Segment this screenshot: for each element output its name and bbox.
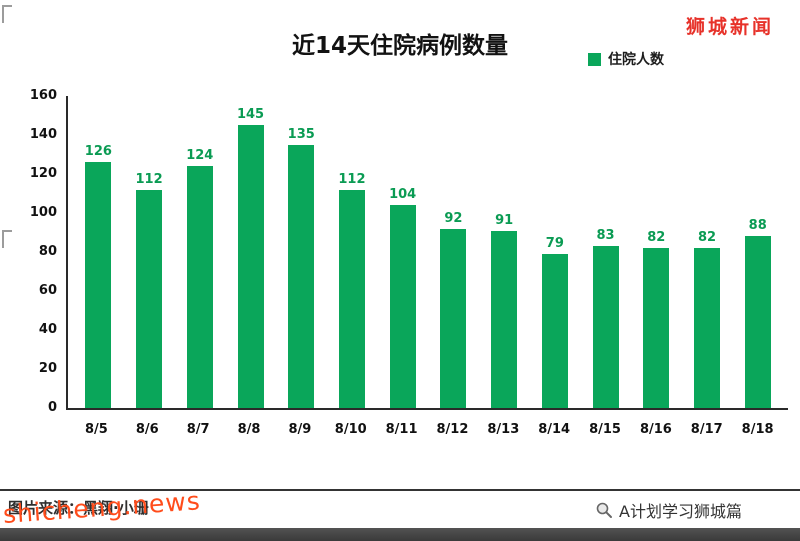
bar: [136, 189, 163, 408]
watermark: shicheng.news: [2, 486, 202, 529]
image-credit: 图片来源：黑翔·小珊: [8, 499, 149, 517]
bar-slot: 124: [174, 96, 225, 408]
bar: [85, 162, 112, 408]
site-brand: 狮城新闻: [685, 16, 774, 38]
bar: [389, 205, 416, 408]
bar-slot: 79: [529, 96, 580, 408]
bar-slot: 126: [73, 96, 124, 408]
bar: [592, 246, 619, 408]
y-tick-label: 20: [38, 361, 57, 376]
bar-slot: 92: [428, 96, 479, 408]
x-axis-label: 8/15: [589, 422, 621, 437]
x-axis-label: 8/18: [741, 422, 774, 437]
bar-slot: 82: [631, 96, 682, 408]
bar-slot: 83: [580, 96, 631, 408]
x-axis-label: 8/9: [288, 422, 312, 437]
y-tick-label: 40: [38, 322, 57, 337]
bar: [440, 228, 467, 408]
bar-value-label: 83: [596, 228, 615, 244]
x-axis-label: 8/13: [487, 422, 520, 437]
bar-slot: 145: [225, 96, 276, 408]
bar-value-label: 126: [84, 144, 112, 160]
bar-value-label: 145: [236, 107, 265, 123]
bar-slot: 135: [276, 96, 327, 408]
footer-divider: [0, 489, 800, 491]
bar: [186, 166, 213, 408]
bar-value-label: 92: [444, 210, 463, 226]
bar: [288, 144, 315, 408]
x-axis-label: 8/10: [334, 422, 367, 437]
x-axis-label: 8/5: [85, 422, 108, 437]
bar-slot: 104: [377, 96, 428, 408]
y-axis: 0 20 40 60 80 100 120 140 160: [29, 88, 66, 415]
x-axis-label: 8/11: [385, 422, 418, 437]
plot-column: 126 112 124 145 135 112 104 92 91 79 83 82 82 88 8/5 8…: [66, 96, 788, 437]
bar: [338, 189, 365, 408]
bottom-strip: [0, 528, 800, 541]
bar-value-label: 104: [389, 187, 417, 203]
x-axis-label: 8/6: [135, 422, 159, 437]
bar-value-label: 135: [287, 126, 315, 142]
bar: [744, 236, 771, 408]
bar-slot: 82: [682, 96, 733, 408]
bar-value-label: 79: [545, 235, 564, 251]
bar-value-label: 88: [748, 218, 767, 234]
bar: [541, 253, 568, 408]
x-axis-label: 8/8: [237, 422, 261, 437]
x-axis-label: 8/17: [690, 422, 723, 437]
y-tick-label: 140: [29, 127, 57, 142]
x-axis-label: 8/7: [186, 422, 210, 437]
y-tick-label: 100: [29, 205, 57, 220]
bar: [693, 248, 720, 408]
bar-slot: 112: [327, 96, 378, 408]
bar-value-label: 112: [135, 171, 163, 187]
y-tick-label: 120: [29, 166, 57, 181]
bar: [237, 125, 264, 408]
legend-label: 住院人数: [608, 52, 664, 68]
footer-brand-label: A计划学习狮城篇: [619, 502, 742, 521]
bar-value-label: 124: [186, 148, 214, 164]
chart-legend: 住院人数: [588, 49, 664, 69]
edge-artifact: [2, 230, 12, 248]
bar-slot: 88: [732, 96, 783, 408]
bar-slot: 112: [124, 96, 175, 408]
hospitalization-bar-chart: 0 20 40 60 80 100 120 140 160 126 112 124 145 135 112…: [29, 88, 788, 437]
bar: [491, 230, 518, 408]
bar-value-label: 82: [647, 230, 666, 246]
x-axis-labels: 8/5 8/6 8/7 8/8 8/9 8/10 8/11 8/12 8/13 8/14 8/15 8…: [66, 422, 788, 437]
bar-value-label: 91: [495, 212, 514, 228]
bar-value-label: 112: [338, 171, 366, 187]
magnifier-icon: [596, 502, 613, 518]
bar-slot: 91: [479, 96, 530, 408]
x-axis-label: 8/12: [436, 422, 469, 437]
y-tick-label: 80: [38, 244, 57, 259]
y-tick-label: 60: [38, 283, 57, 298]
y-tick-label: 160: [29, 88, 57, 103]
x-axis-label: 8/16: [639, 422, 672, 437]
footer-brand: A计划学习狮城篇: [595, 498, 742, 522]
y-tick-label: 0: [47, 400, 57, 415]
bar-value-label: 82: [697, 230, 717, 246]
x-axis-label: 8/14: [538, 422, 571, 437]
legend-swatch: [588, 52, 601, 66]
chart-title: 近14天住院病例数量: [291, 33, 508, 59]
bar: [643, 248, 670, 408]
plot-area: 126 112 124 145 135 112 104 92 91 79 83 82 82 88: [66, 96, 788, 410]
edge-artifact: [2, 5, 12, 23]
